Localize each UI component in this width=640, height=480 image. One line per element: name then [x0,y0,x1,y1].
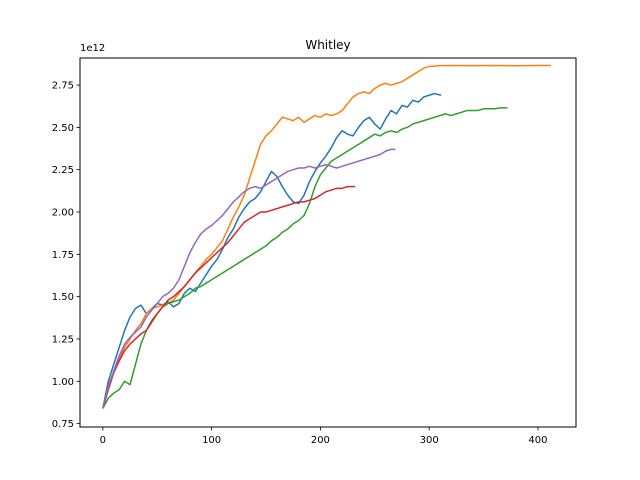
y-tick-label: 1.75 [52,250,74,261]
y-axis-ticks: 0.75 1.00 1.25 1.50 1.75 2.00 2.25 2.50 2.75 [52,81,80,430]
series-line-1 [102,92,442,409]
y-tick-label: 2.25 [52,165,74,176]
y-tick-label: 1.25 [52,334,74,345]
x-axis-ticks: 0 100 200 300 400 [100,427,547,446]
y-tick-label: 2.75 [52,81,74,92]
series-layer [102,64,551,409]
y-axis-offset-label: 1e12 [80,43,105,54]
y-tick-label: 1.50 [52,292,74,303]
series-line-4 [102,185,356,409]
x-tick-label: 400 [528,435,547,446]
y-tick-label: 2.50 [52,123,74,134]
y-tick-label: 0.75 [52,419,74,430]
x-tick-label: 300 [420,435,439,446]
series-line-5 [102,148,396,409]
chart-title: Whitley [305,38,350,52]
axes-frame [79,57,577,428]
x-tick-label: 200 [311,435,330,446]
y-tick-label: 1.00 [52,377,74,388]
x-tick-label: 100 [202,435,221,446]
x-tick-label: 0 [100,435,106,446]
series-line-3 [102,107,508,409]
y-tick-label: 2.00 [52,208,74,219]
